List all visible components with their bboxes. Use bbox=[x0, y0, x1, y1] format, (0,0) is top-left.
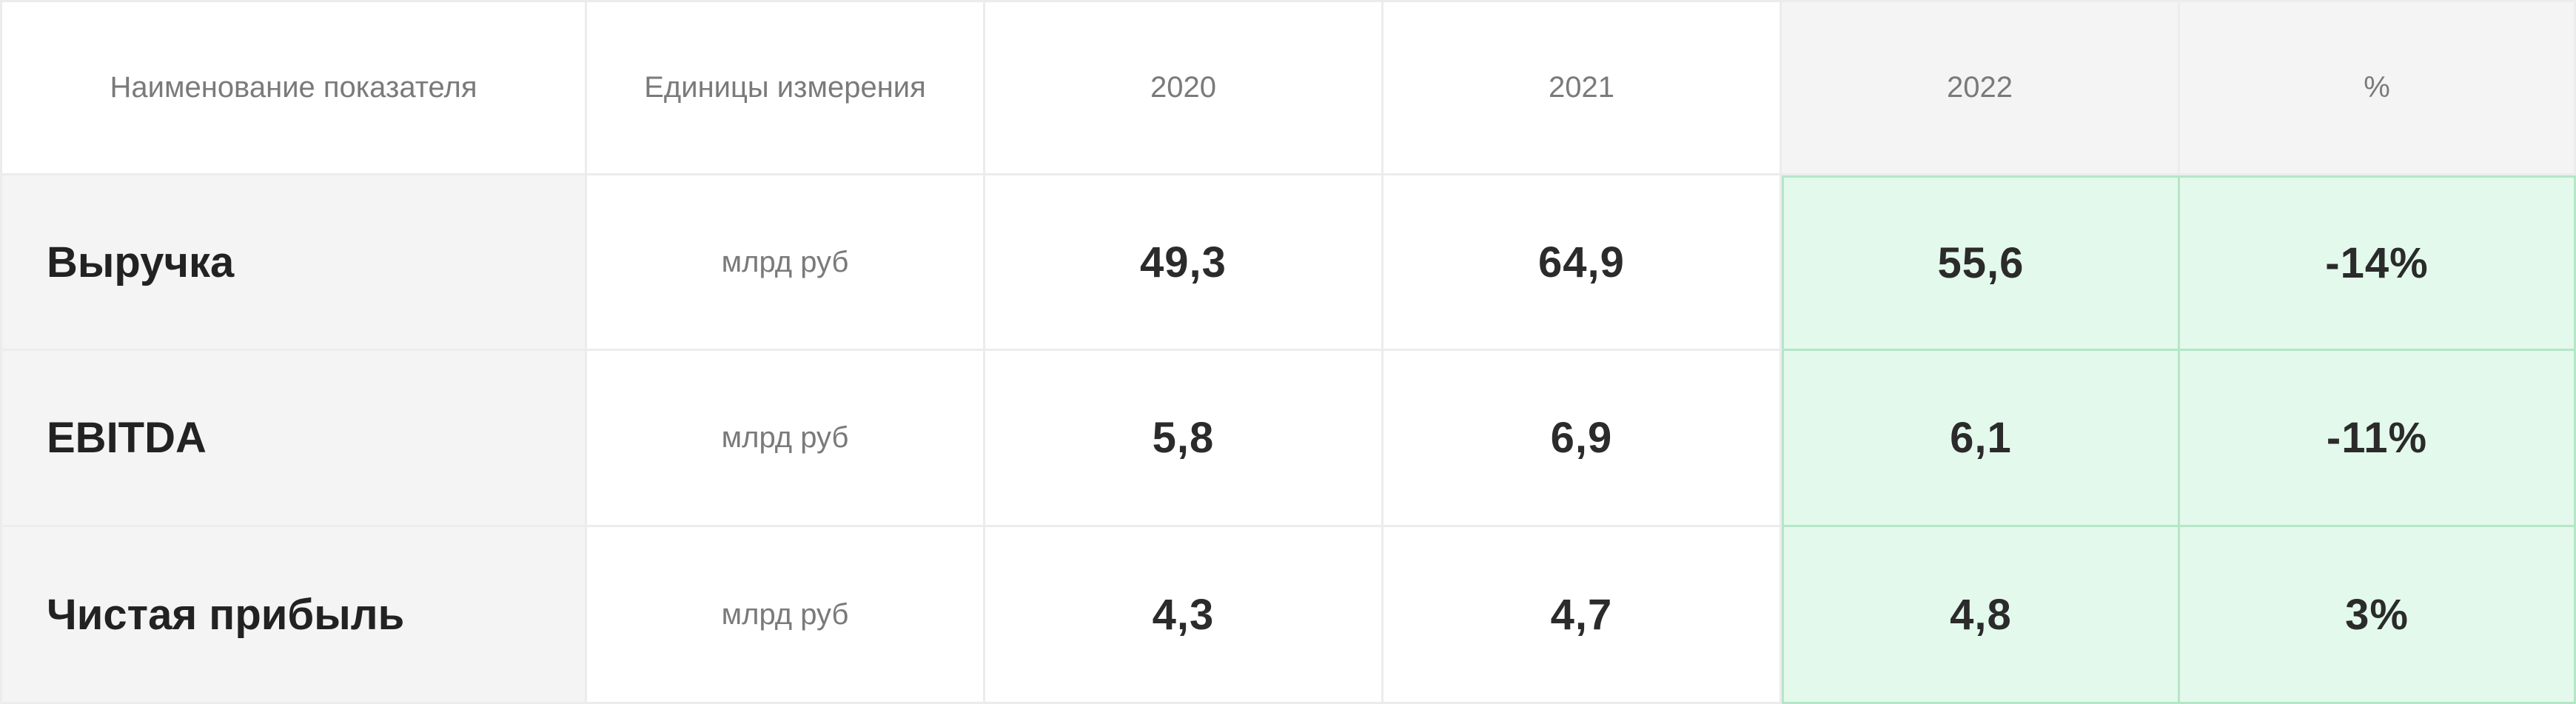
row-unit: млрд руб bbox=[587, 175, 985, 351]
header-2022: 2022 bbox=[1782, 0, 2180, 175]
header-2021: 2021 bbox=[1383, 0, 1782, 175]
row-value-2021: 64,9 bbox=[1383, 175, 1782, 351]
row-value-percent: -14% bbox=[2180, 175, 2576, 351]
row-unit: млрд руб bbox=[587, 527, 985, 704]
row-value-percent: 3% bbox=[2180, 527, 2576, 704]
row-value-2020: 4,3 bbox=[985, 527, 1383, 704]
row-value-2020: 5,8 bbox=[985, 351, 1383, 527]
row-value-2022: 6,1 bbox=[1782, 351, 2180, 527]
row-value-2022: 55,6 bbox=[1782, 175, 2180, 351]
row-name-net-profit: Чистая прибыль bbox=[0, 527, 587, 704]
row-name-ebitda: EBITDA bbox=[0, 351, 587, 527]
row-value-2021: 4,7 bbox=[1383, 527, 1782, 704]
row-value-2020: 49,3 bbox=[985, 175, 1383, 351]
row-unit: млрд руб bbox=[587, 351, 985, 527]
row-name-revenue: Выручка bbox=[0, 175, 587, 351]
header-unit: Единицы измерения bbox=[587, 0, 985, 175]
row-value-2022: 4,8 bbox=[1782, 527, 2180, 704]
row-value-2021: 6,9 bbox=[1383, 351, 1782, 527]
header-name: Наименование показателя bbox=[0, 0, 587, 175]
row-value-percent: -11% bbox=[2180, 351, 2576, 527]
header-percent: % bbox=[2180, 0, 2576, 175]
header-2020: 2020 bbox=[985, 0, 1383, 175]
